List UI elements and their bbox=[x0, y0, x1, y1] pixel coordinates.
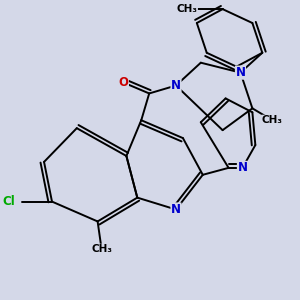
Text: N: N bbox=[171, 79, 181, 92]
Text: N: N bbox=[171, 203, 181, 216]
Text: CH₃: CH₃ bbox=[176, 4, 197, 14]
Text: O: O bbox=[118, 76, 128, 89]
Text: N: N bbox=[238, 161, 248, 174]
Text: Cl: Cl bbox=[2, 195, 15, 208]
Text: N: N bbox=[236, 66, 245, 79]
Text: CH₃: CH₃ bbox=[262, 115, 283, 125]
Text: CH₃: CH₃ bbox=[91, 244, 112, 254]
